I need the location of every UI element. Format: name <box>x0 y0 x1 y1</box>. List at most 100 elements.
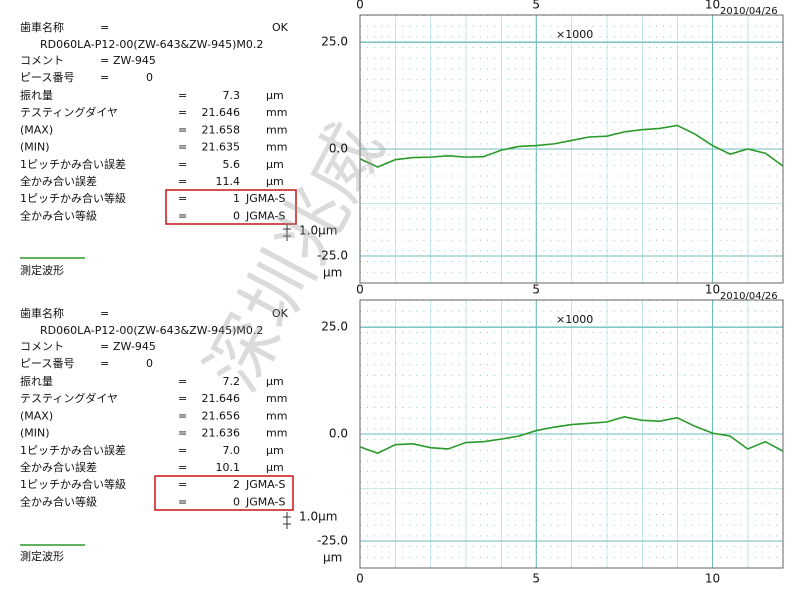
field-value: 21.646 <box>202 392 241 405</box>
equals: = <box>100 340 109 353</box>
field-label: 振れ量 <box>20 88 53 102</box>
field-label: 全かみ合い誤差 <box>20 174 97 188</box>
scale-marker <box>283 224 291 529</box>
field-value: 21.636 <box>202 427 241 440</box>
equals: = <box>100 357 109 370</box>
equals: = <box>178 123 187 136</box>
x-tick-label: 10 <box>705 572 720 586</box>
date: 2010/04/26 <box>720 6 778 17</box>
scale-label: 1.0μm <box>299 224 337 238</box>
field-value: 5.6 <box>223 158 241 171</box>
field-label: 全かみ合い誤差 <box>20 460 97 474</box>
field-label: テスティングダイヤ <box>20 391 118 405</box>
field-label: コメント <box>20 54 64 67</box>
data-line <box>359 124 784 168</box>
field-label: コメント <box>20 340 64 353</box>
unit: μm <box>266 158 284 171</box>
result: OK <box>272 307 289 320</box>
equals: = <box>178 427 187 440</box>
field-label: 歯車名称 <box>20 306 64 320</box>
unit: mm <box>266 123 287 136</box>
grade-box <box>154 475 294 511</box>
equals: = <box>178 158 187 171</box>
equals: = <box>178 478 187 491</box>
y-tick-label: 0.0 <box>329 427 348 441</box>
field-value: 0 <box>233 495 240 508</box>
field-label: 1ピッチかみ合い等級 <box>20 191 126 205</box>
unit: mm <box>266 141 287 154</box>
x-tick-label: 10 <box>705 283 720 297</box>
field-label: (MIN) <box>20 427 50 440</box>
field-value: 10.1 <box>216 461 241 474</box>
field-label: 1ピッチかみ合い等級 <box>20 477 126 491</box>
equals: = <box>178 409 187 422</box>
field-value: 11.4 <box>216 175 241 188</box>
equals: = <box>100 307 109 320</box>
unit: μm <box>266 444 284 457</box>
unit: JGMA-S <box>245 192 286 205</box>
field-value: 7.3 <box>223 89 241 102</box>
x-tick-label: 5 <box>532 0 540 12</box>
x-tick-label: 0 <box>356 0 364 12</box>
result: OK <box>272 21 289 34</box>
info-panels: 歯車名称 = OK RD060LA-P12-00(ZW-643&ZW-945)M0.2… <box>20 20 337 563</box>
y-axis-unit: μm <box>323 266 342 280</box>
field-value: 7.2 <box>223 375 241 388</box>
scale-label: 1.0μm <box>299 510 337 524</box>
field-label: (MAX) <box>20 123 53 136</box>
field-value: 0 <box>146 71 153 84</box>
equals: = <box>178 444 187 457</box>
date: 2010/04/26 <box>720 291 778 302</box>
equals: = <box>178 89 187 102</box>
unit: mm <box>266 392 287 405</box>
field-label: 全かみ合い等級 <box>20 494 97 508</box>
field-label: (MAX) <box>20 409 53 422</box>
x-tick-label: 0 <box>356 572 364 586</box>
field-value: ZW-945 <box>113 54 156 67</box>
equals: = <box>178 192 187 205</box>
x-tick-label: 5 <box>532 572 540 586</box>
field-value: 1 <box>233 192 240 205</box>
unit: mm <box>266 409 287 422</box>
y-tick-label: 25.0 <box>321 319 348 333</box>
equals: = <box>178 495 187 508</box>
y-tick-label: 0.0 <box>329 142 348 156</box>
waveform-label: 測定波形 <box>20 263 64 277</box>
equals: = <box>178 175 187 188</box>
field-label: ピース番号 <box>20 71 74 84</box>
field-label: 振れ量 <box>20 374 53 388</box>
field-value: 7.0 <box>223 444 241 457</box>
field-label: ピース番号 <box>20 357 74 370</box>
x-tick-label: 5 <box>532 283 540 297</box>
grade-box <box>165 189 297 225</box>
equals: = <box>178 392 187 405</box>
field-value: 0 <box>146 357 153 370</box>
field-label: テスティングダイヤ <box>20 105 118 119</box>
equals: = <box>100 21 109 34</box>
data-line <box>359 416 784 455</box>
field-value: 0 <box>233 209 240 222</box>
x-tick-label: 10 <box>705 0 720 12</box>
field-label: 全かみ合い等級 <box>20 208 97 222</box>
unit: mm <box>266 106 287 119</box>
equals: = <box>178 461 187 474</box>
unit: JGMA-S <box>245 478 286 491</box>
unit: μm <box>266 175 284 188</box>
waveform-label: 測定波形 <box>20 549 64 563</box>
part-number: RD060LA-P12-00(ZW-643&ZW-945)M0.2 <box>40 38 263 51</box>
field-value: 2 <box>233 478 240 491</box>
y-tick-label: -25.0 <box>317 534 348 548</box>
equals: = <box>178 209 187 222</box>
y-axis-unit: μm <box>323 551 342 565</box>
y-tick-label: -25.0 <box>317 249 348 263</box>
field-value: 21.646 <box>202 106 241 119</box>
equals: = <box>178 106 187 119</box>
y-tick-label: 25.0 <box>321 34 348 48</box>
multiplier: ×1000 <box>556 28 593 41</box>
unit: μm <box>266 461 284 474</box>
field-label: 1ピッチかみ合い誤差 <box>20 443 126 457</box>
plot-frame <box>359 14 784 284</box>
equals: = <box>178 141 187 154</box>
unit: μm <box>266 89 284 102</box>
